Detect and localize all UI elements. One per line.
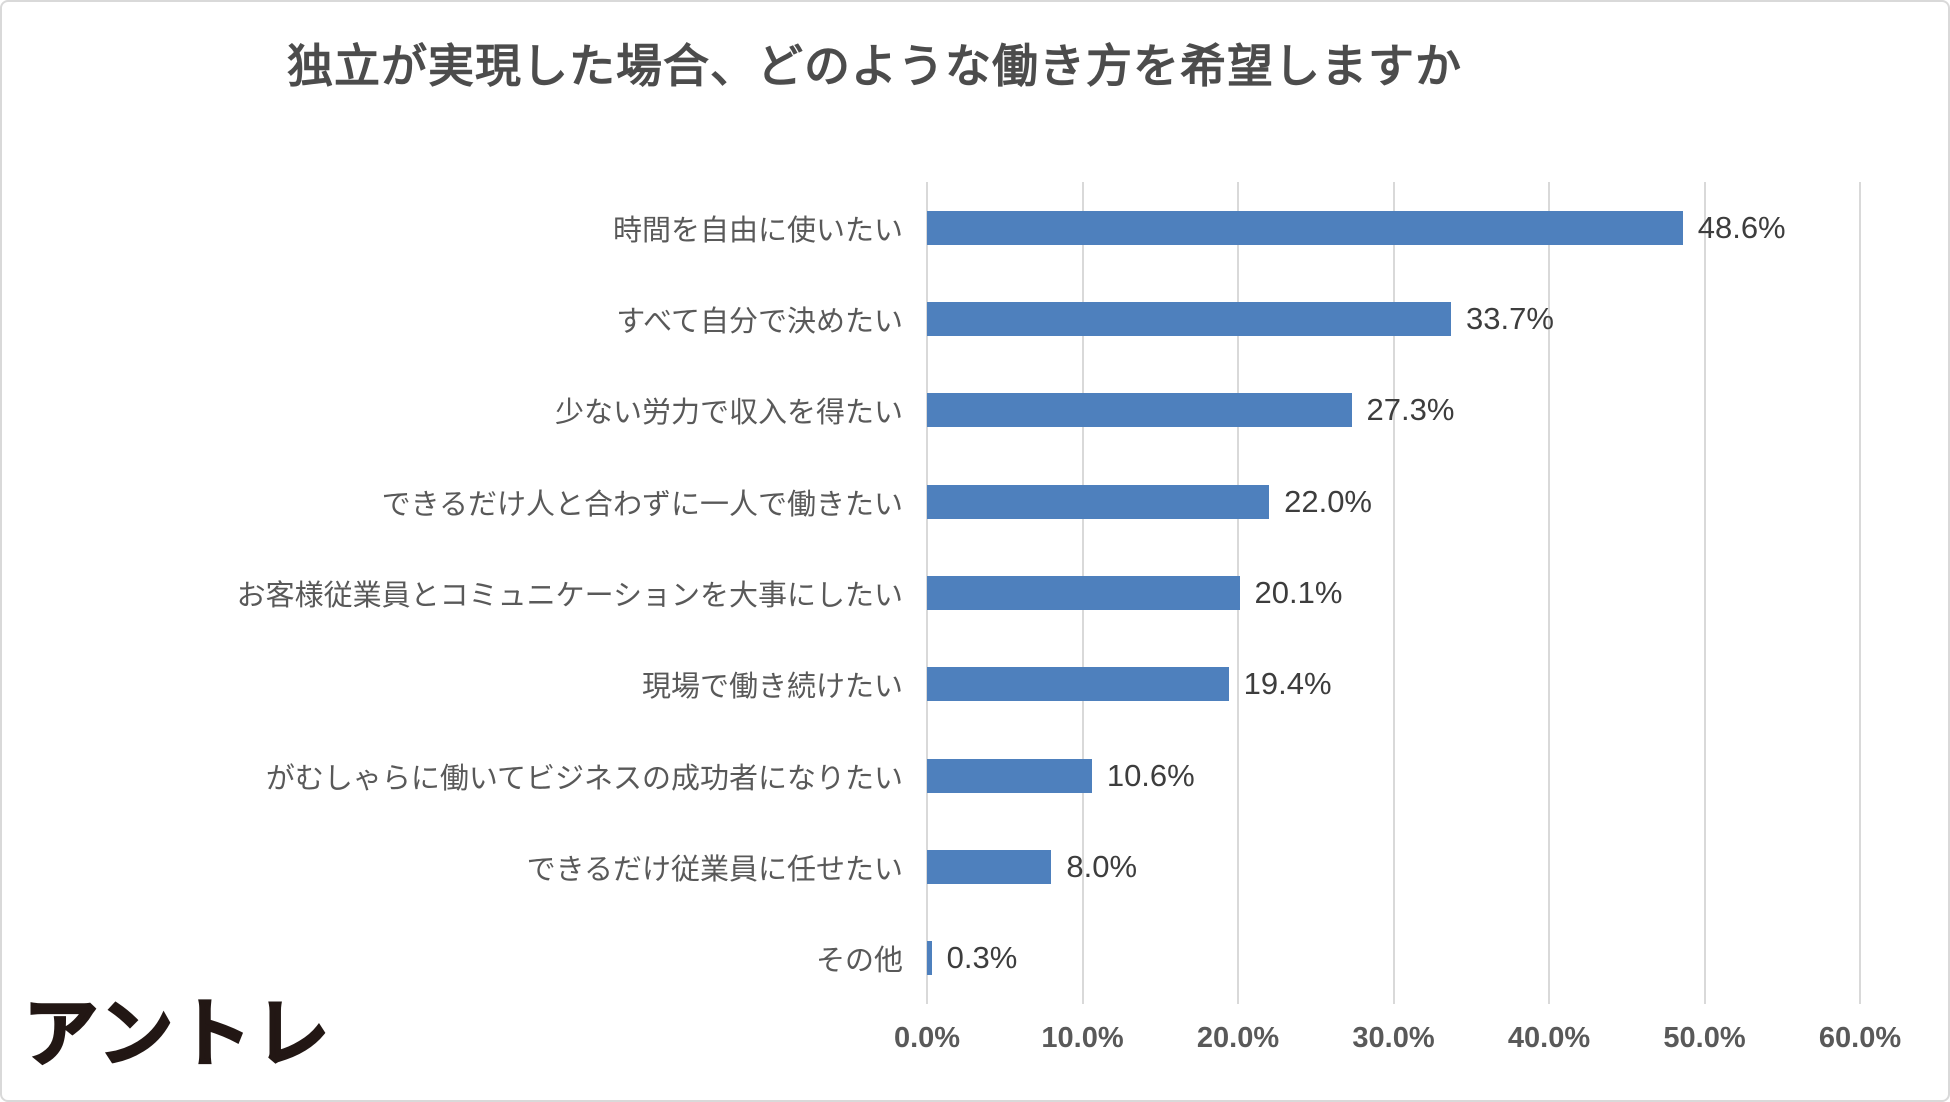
x-tick-label: 30.0%: [1352, 1022, 1435, 1054]
bar: [927, 393, 1352, 428]
category-label: がむしゃらに働いてビジネスの成功者になりたい: [265, 762, 903, 795]
bar: [927, 849, 1052, 884]
x-tick-label: 60.0%: [1818, 1022, 1902, 1054]
x-tick-label: 50.0%: [1663, 1022, 1746, 1054]
grid-line: [1392, 182, 1395, 1004]
value-label: 27.3%: [1366, 392, 1455, 428]
value-label: 10.6%: [1106, 757, 1195, 793]
grid-line: [1859, 182, 1861, 1004]
bar-row: その他 0.3%: [2, 913, 1942, 1004]
value-label: 0.3%: [946, 940, 1018, 976]
bar: [927, 301, 1452, 336]
category-label: 時間を自由に使いたい: [612, 214, 903, 247]
bar-track: 27.3%: [927, 365, 1860, 456]
bar-track: 0.3%: [927, 913, 1860, 1004]
bar-track: 8.0%: [927, 821, 1860, 912]
value-label: 20.1%: [1254, 574, 1343, 610]
bar: [927, 575, 1240, 610]
x-axis: 0.0% 10.0% 20.0% 30.0% 40.0% 50.0% 60.0%: [2, 1022, 1948, 1072]
category-label: できるだけ従業員に任せたい: [526, 853, 903, 886]
bar-row: がむしゃらに働いてビジネスの成功者になりたい 10.6%: [2, 730, 1942, 821]
category-label: 現場で働き続けたい: [641, 671, 903, 704]
entre-logo: アントレ: [22, 992, 334, 1075]
bar-track: 19.4%: [927, 639, 1860, 730]
value-label: 8.0%: [1066, 848, 1138, 884]
chart-title: 独立が実現した場合、どのような働き方を希望しますか: [287, 40, 1462, 92]
bar: [927, 941, 932, 976]
category-label: できるだけ人と合わずに一人で働きたい: [381, 488, 903, 521]
category-label: 少ない労力で収入を得たい: [554, 397, 903, 430]
category-label: その他: [815, 945, 903, 978]
bar-row: できるだけ従業員に任せたい 8.0%: [2, 821, 1942, 912]
bar-track: 48.6%: [927, 182, 1860, 273]
bar-row: お客様従業員とコミュニケーションを大事にしたい 20.1%: [2, 547, 1942, 638]
value-label: 33.7%: [1466, 300, 1554, 336]
bar: [927, 758, 1092, 793]
grid-line: [1703, 182, 1706, 1004]
bar: [927, 484, 1270, 519]
category-label: お客様従業員とコミュニケーションを大事にしたい: [236, 579, 903, 612]
bar-track: 10.6%: [927, 730, 1860, 821]
x-tick-label: 20.0%: [1196, 1022, 1280, 1054]
bar-row: すべて自分で決めたい 33.7%: [2, 273, 1942, 364]
x-tick-label: 0.0%: [893, 1022, 961, 1054]
bar-row: 時間を自由に使いたい 48.6%: [2, 182, 1942, 273]
bar-track: 20.1%: [927, 547, 1860, 638]
category-label: すべて自分で決めたい: [616, 305, 903, 338]
value-label: 19.4%: [1243, 666, 1332, 702]
bar-track: 22.0%: [927, 456, 1860, 547]
x-tick-label: 40.0%: [1507, 1022, 1591, 1054]
grid-line: [1548, 182, 1550, 1004]
value-label: 22.0%: [1284, 483, 1372, 519]
value-label: 48.6%: [1697, 209, 1786, 245]
bar-row: 現場で働き続けたい 19.4%: [2, 639, 1942, 730]
bar: [927, 210, 1683, 245]
x-tick-label: 10.0%: [1041, 1022, 1124, 1054]
bar-row: 少ない労力で収入を得たい 27.3%: [2, 365, 1942, 456]
bar-row: できるだけ人と合わずに一人で働きたい 22.0%: [2, 456, 1942, 547]
bar: [927, 667, 1229, 702]
bar-track: 33.7%: [927, 273, 1860, 364]
bar-rows: 時間を自由に使いたい 48.6% すべて自分で決めたい 33.7% 少ない労力で収入を得…: [2, 182, 1942, 1004]
